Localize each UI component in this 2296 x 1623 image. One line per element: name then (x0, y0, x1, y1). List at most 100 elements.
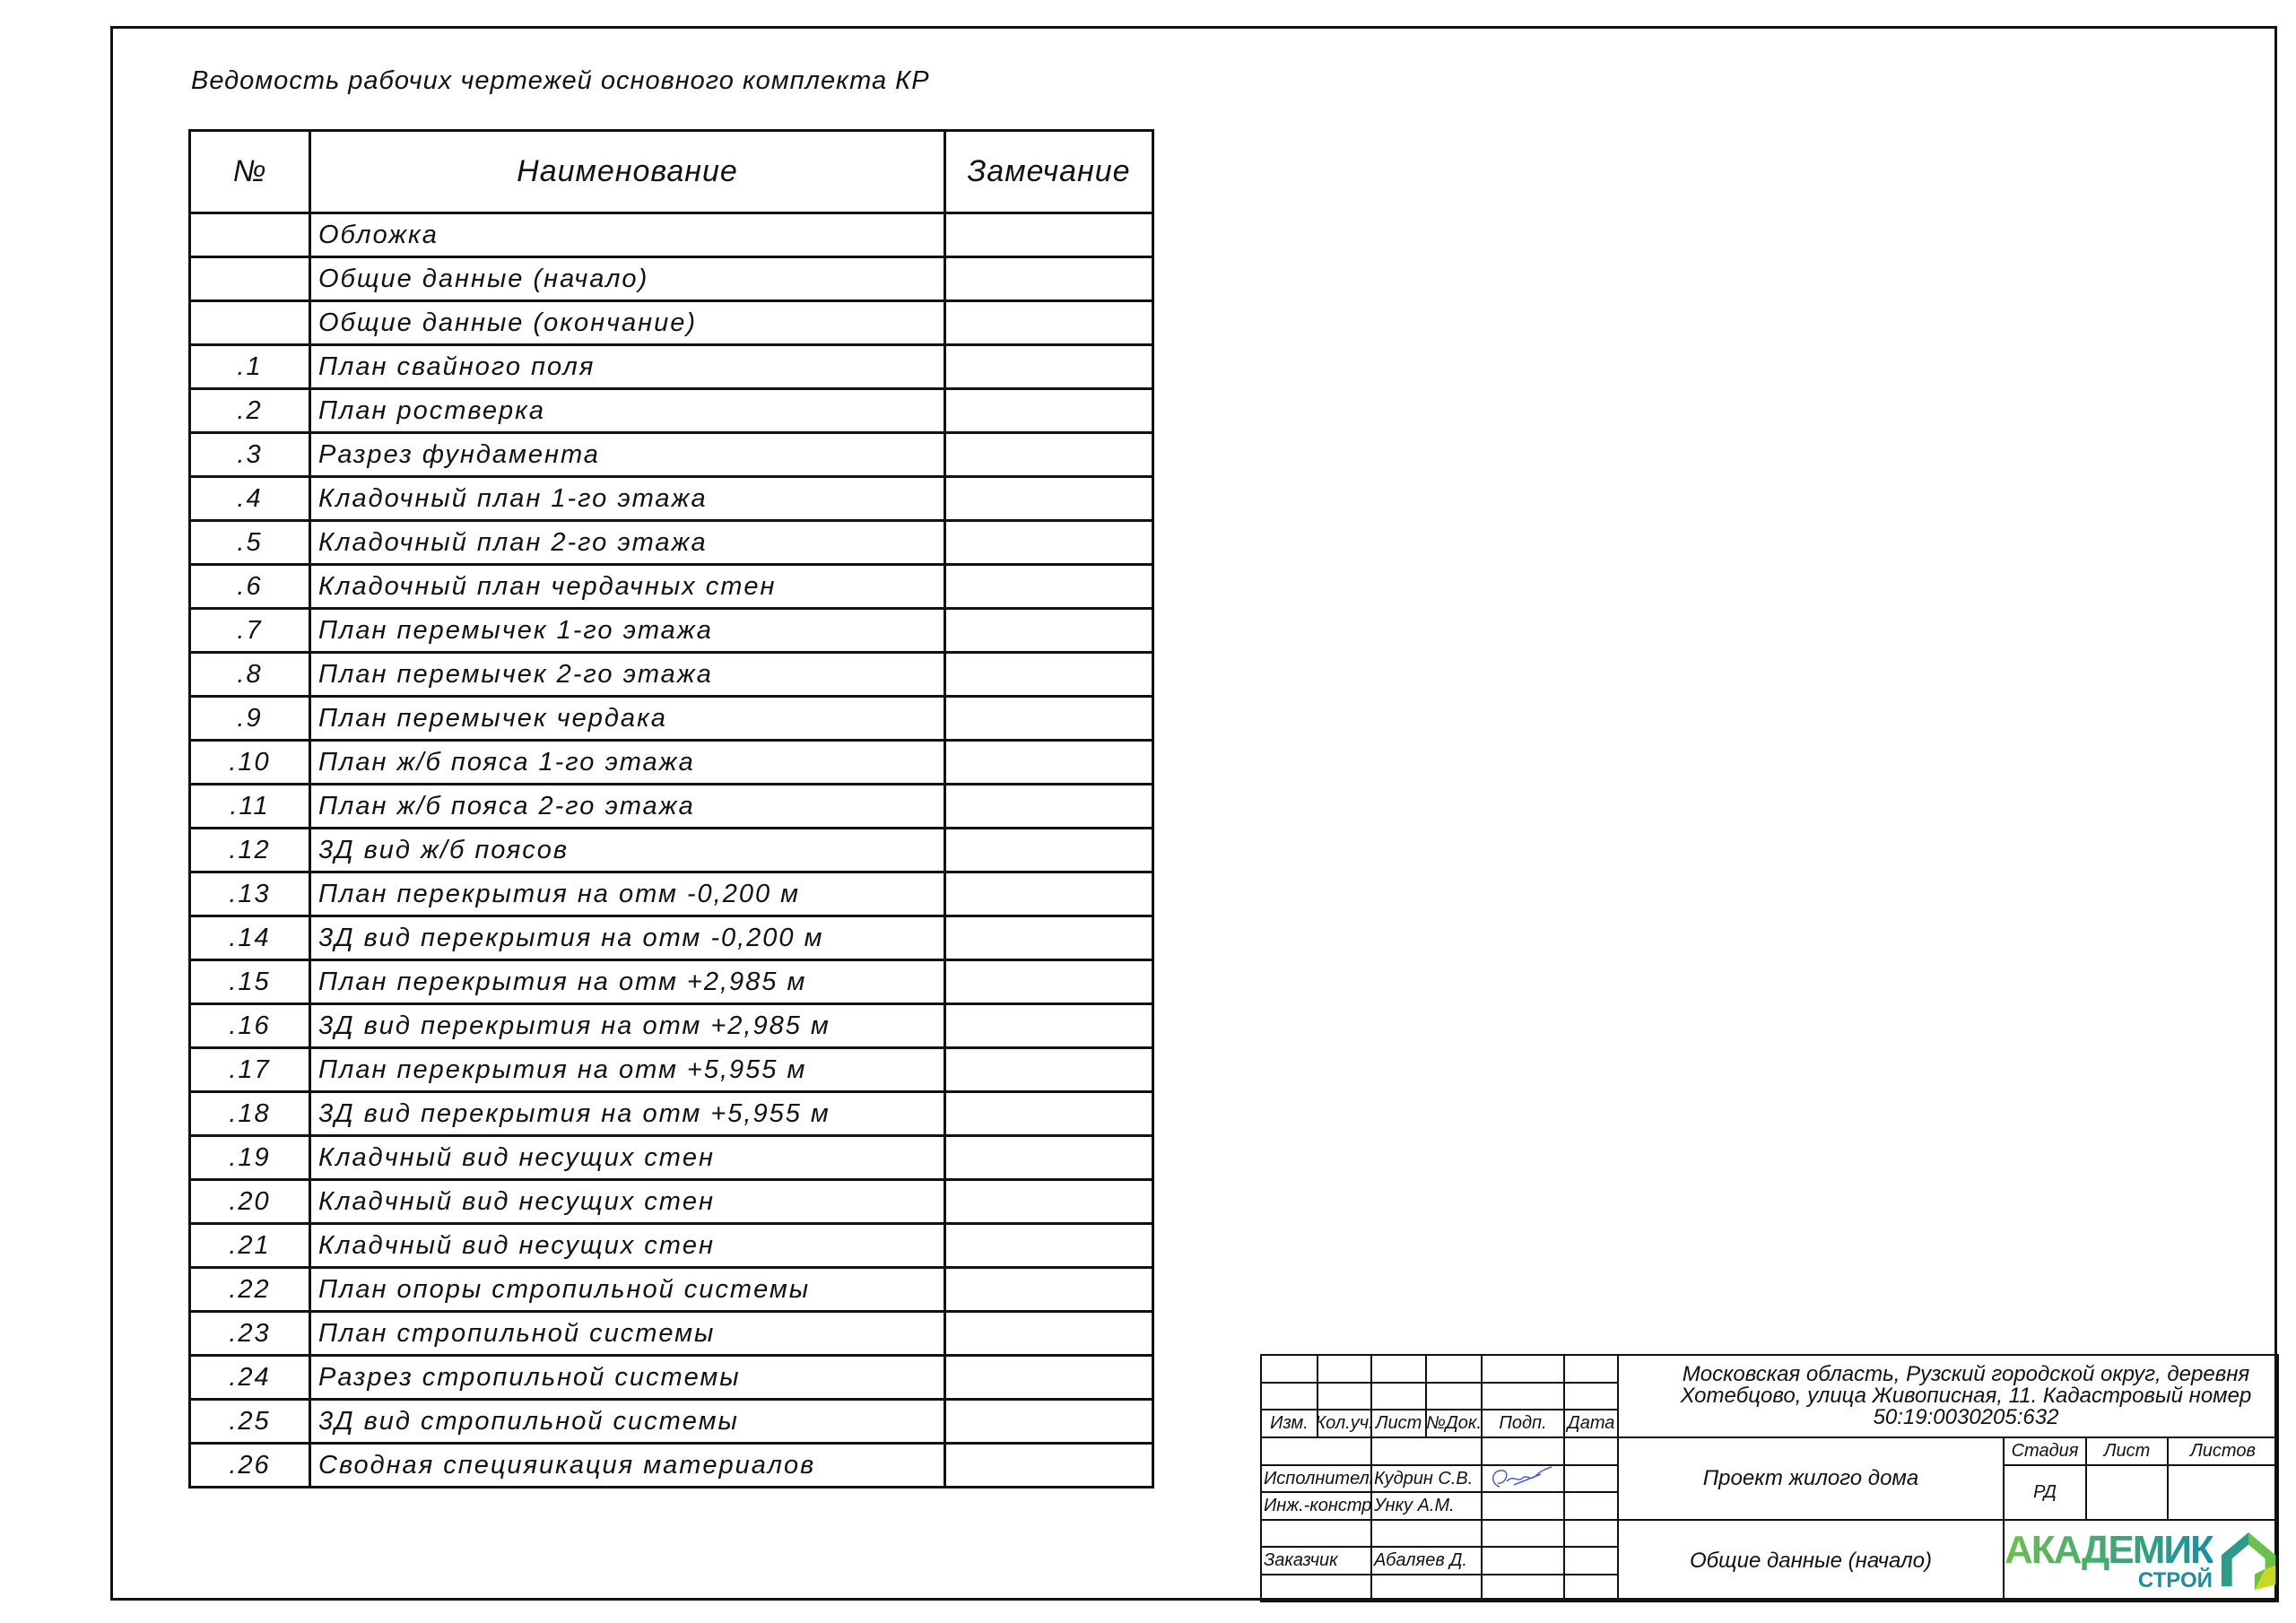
row-name: 3Д вид перекрытия на отм +2,985 м (309, 1002, 946, 1049)
table-row: .15 План перекрытия на отм +2,985 м (188, 959, 1154, 1005)
row-note (944, 1310, 1154, 1357)
row-name: План ж/б пояса 1-го этажа (309, 739, 946, 785)
row-note (944, 299, 1154, 346)
role-label: Инж.-констр. (1260, 1491, 1372, 1521)
revision-cell (1563, 1382, 1619, 1410)
table-row: .17 План перекрытия на отм +5,955 м (188, 1046, 1154, 1093)
row-number: .2 (188, 387, 311, 434)
row-number: .25 (188, 1398, 311, 1445)
row-note (944, 1134, 1154, 1181)
sheet-value (2085, 1464, 2169, 1521)
row-note (944, 475, 1154, 522)
column-header: Подп. (1481, 1409, 1565, 1438)
row-number: .17 (188, 1046, 311, 1093)
row-name: 3Д вид ж/б поясов (309, 827, 946, 873)
table-row: Общие данные (окончание) (188, 299, 1154, 346)
signature-cell (1481, 1491, 1565, 1521)
table-row: .24 Разрез стропильной системы (188, 1354, 1154, 1401)
revision-cell (1260, 1354, 1318, 1384)
person-name: Унку А.М. (1370, 1491, 1483, 1521)
drawings-list-table: № Наименование Замечание Обложка Общие да… (188, 129, 1154, 1488)
row-number: .21 (188, 1222, 311, 1269)
table-row: .9 План перемычек чердака (188, 695, 1154, 742)
address-line: Хотебцово, улица Живописная, 11. Кадастр… (1680, 1384, 2252, 1408)
row-number: .12 (188, 827, 311, 873)
table-row: .7 План перемычек 1-го этажа (188, 607, 1154, 654)
header-name: Наименование (309, 129, 946, 214)
sheets-value (2167, 1464, 2279, 1521)
row-note (944, 1222, 1154, 1269)
house-logo-icon (2221, 1532, 2276, 1590)
row-note (944, 563, 1154, 610)
row-note (944, 343, 1154, 390)
row-name: План опоры стропильной системы (309, 1266, 946, 1313)
row-name: Кладчный вид несущих стен (309, 1178, 946, 1225)
row-number: .6 (188, 563, 311, 610)
row-name: Кладочный план чердачных стен (309, 563, 946, 610)
row-note (944, 431, 1154, 478)
person-name: Кудрин С.В. (1370, 1464, 1483, 1493)
column-header: Изм. (1260, 1409, 1318, 1438)
column-header: Дата (1563, 1409, 1619, 1438)
column-header: №Док. (1425, 1409, 1483, 1438)
row-note (944, 827, 1154, 873)
row-name: 3Д вид стропильной системы (309, 1398, 946, 1445)
table-header-row: № Наименование Замечание (188, 129, 1154, 214)
drawing-frame (110, 26, 2277, 1601)
row-number: .23 (188, 1310, 311, 1357)
row-number: .20 (188, 1178, 311, 1225)
table-row: .21 Кладчный вид несущих стен (188, 1222, 1154, 1269)
signature-cell (1481, 1519, 1565, 1548)
revision-cell (1563, 1354, 1619, 1384)
empty-cell (1370, 1519, 1483, 1548)
signature-icon (1492, 1466, 1552, 1488)
row-name: План перемычек чердака (309, 695, 946, 742)
logo-text: АКАДЕМИК (2005, 1527, 2214, 1572)
row-name: Обложка (309, 212, 946, 258)
project-name: Проект жилого дома (1617, 1436, 2005, 1521)
revision-cell (1481, 1382, 1565, 1410)
row-number: .4 (188, 475, 311, 522)
row-note (944, 1178, 1154, 1225)
row-note (944, 1090, 1154, 1137)
row-note (944, 1266, 1154, 1313)
date-cell (1563, 1436, 1619, 1466)
revision-cell (1370, 1354, 1427, 1384)
table-row: .4 Кладочный план 1-го этажа (188, 475, 1154, 522)
stage-value: РД (2003, 1464, 2087, 1521)
table-row: .13 План перекрытия на отм -0,200 м (188, 871, 1154, 917)
signature-cell (1481, 1546, 1565, 1575)
address: Московская область, Рузский городской ок… (1617, 1354, 2279, 1438)
row-name: 3Д вид перекрытия на отм -0,200 м (309, 915, 946, 961)
row-note (944, 607, 1154, 654)
row-note (944, 959, 1154, 1005)
table-row: .14 3Д вид перекрытия на отм -0,200 м (188, 915, 1154, 961)
row-note (944, 1442, 1154, 1488)
row-name: План стропильной системы (309, 1310, 946, 1357)
row-note (944, 871, 1154, 917)
table-row: .10 План ж/б пояса 1-го этажа (188, 739, 1154, 785)
row-number: .22 (188, 1266, 311, 1313)
role-label: Заказчик (1260, 1546, 1372, 1575)
empty-cell (1260, 1519, 1372, 1548)
header-note: Замечание (944, 129, 1154, 214)
row-number: .19 (188, 1134, 311, 1181)
row-number: .14 (188, 915, 311, 961)
table-row: .22 План опоры стропильной системы (188, 1266, 1154, 1313)
row-name: Общие данные (начало) (309, 256, 946, 302)
row-name: Кладочный план 1-го этажа (309, 475, 946, 522)
row-number: .26 (188, 1442, 311, 1488)
empty-cell (1370, 1574, 1483, 1602)
logo-subtext: СТРОЙ (2137, 1567, 2213, 1593)
header-number: № (188, 129, 311, 214)
row-name: План свайного поля (309, 343, 946, 390)
empty-cell (1370, 1436, 1483, 1466)
row-number: .1 (188, 343, 311, 390)
revision-cell (1370, 1382, 1427, 1410)
revision-cell (1425, 1354, 1483, 1384)
row-note (944, 915, 1154, 961)
row-note (944, 695, 1154, 742)
person-name: Абаляев Д. (1370, 1546, 1483, 1575)
table-row: Обложка (188, 212, 1154, 258)
company-logo: АКАДЕМИК СТРОЙ (2003, 1519, 2279, 1602)
